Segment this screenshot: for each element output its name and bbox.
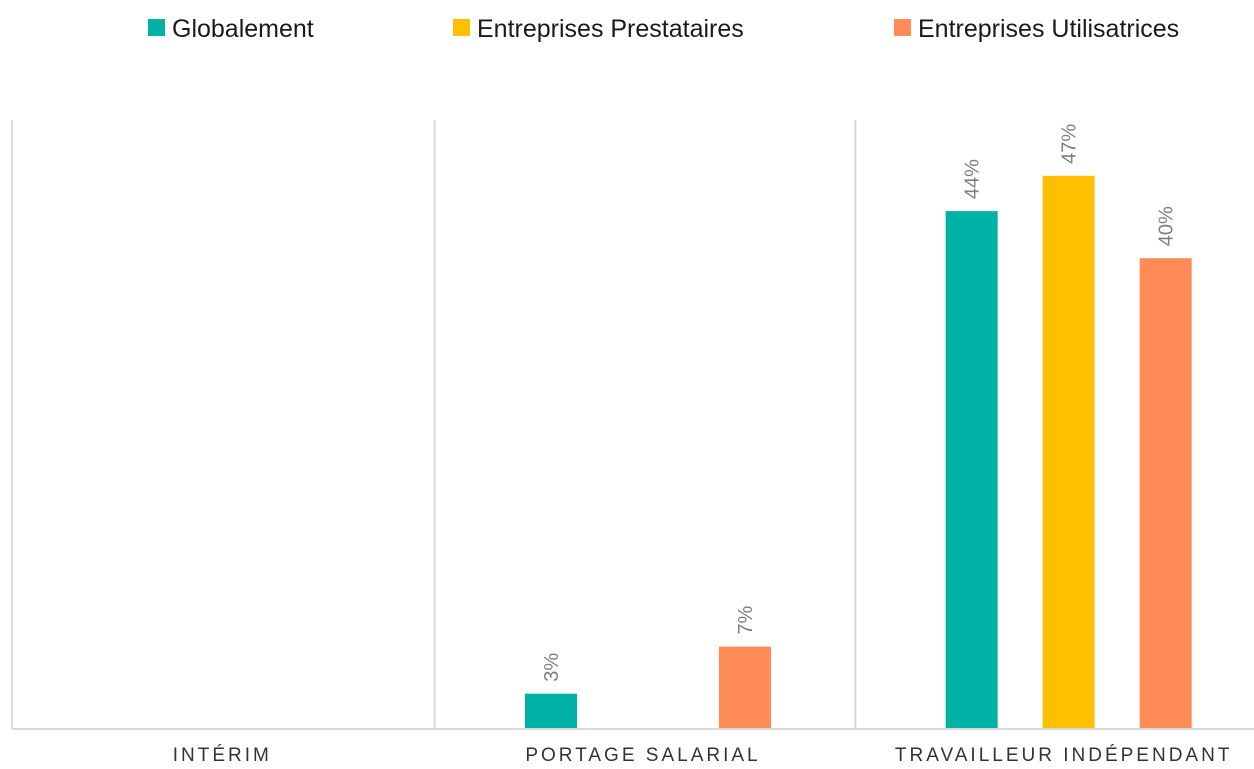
bar-entreprises-utilisatrices-portage-salarial xyxy=(719,646,771,729)
legend-label-globalement: Globalement xyxy=(172,15,314,43)
category-label-interim: INTÉRIM xyxy=(173,745,272,766)
legend: Globalement Entreprises Prestataires Entre… xyxy=(148,15,1179,43)
bar-globalement-travailleur-independant xyxy=(945,211,998,729)
legend-label-entreprises-prestataires: Entreprises Prestataires xyxy=(477,15,744,43)
category-labels: INTÉRIM PORTAGE SALARIAL TRAVAILLEUR INDÉP… xyxy=(173,745,1233,766)
bar-entreprises-utilisatrices-travailleur-independant xyxy=(1139,258,1192,729)
legend-swatch-entreprises-prestataires xyxy=(453,19,470,36)
bar-entreprises-prestataires-travailleur-independant xyxy=(1042,175,1095,729)
legend-item-entreprises-utilisatrices: Entreprises Utilisatrices xyxy=(894,15,1179,43)
category-label-portage-salarial: PORTAGE SALARIAL xyxy=(525,745,760,766)
legend-item-globalement: Globalement xyxy=(148,15,314,43)
bar-globalement-portage-salarial xyxy=(525,693,577,729)
data-labels: 3% 7% 44% 47% 40% xyxy=(541,124,1178,682)
legend-swatch-globalement xyxy=(148,19,165,36)
legend-swatch-entreprises-utilisatrices xyxy=(894,19,911,36)
data-label-globalement-portage-salarial: 3% xyxy=(541,653,563,682)
category-separators xyxy=(11,120,857,729)
data-label-entreprises-utilisatrices-portage-salarial: 7% xyxy=(735,605,757,634)
category-label-travailleur-independant: TRAVAILLEUR INDÉPENDANT xyxy=(895,745,1233,766)
data-label-globalement-travailleur-independant: 44% xyxy=(962,159,984,199)
legend-label-entreprises-utilisatrices: Entreprises Utilisatrices xyxy=(918,15,1179,43)
bars xyxy=(525,175,1192,729)
data-label-entreprises-prestataires-travailleur-independant: 47% xyxy=(1059,124,1081,164)
data-label-entreprises-utilisatrices-travailleur-independant: 40% xyxy=(1156,206,1178,246)
legend-item-entreprises-prestataires: Entreprises Prestataires xyxy=(453,15,744,43)
